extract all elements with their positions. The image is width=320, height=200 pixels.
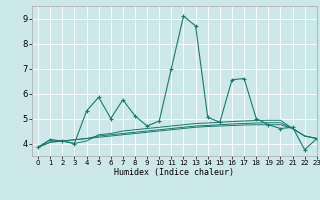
X-axis label: Humidex (Indice chaleur): Humidex (Indice chaleur) [115, 168, 234, 177]
